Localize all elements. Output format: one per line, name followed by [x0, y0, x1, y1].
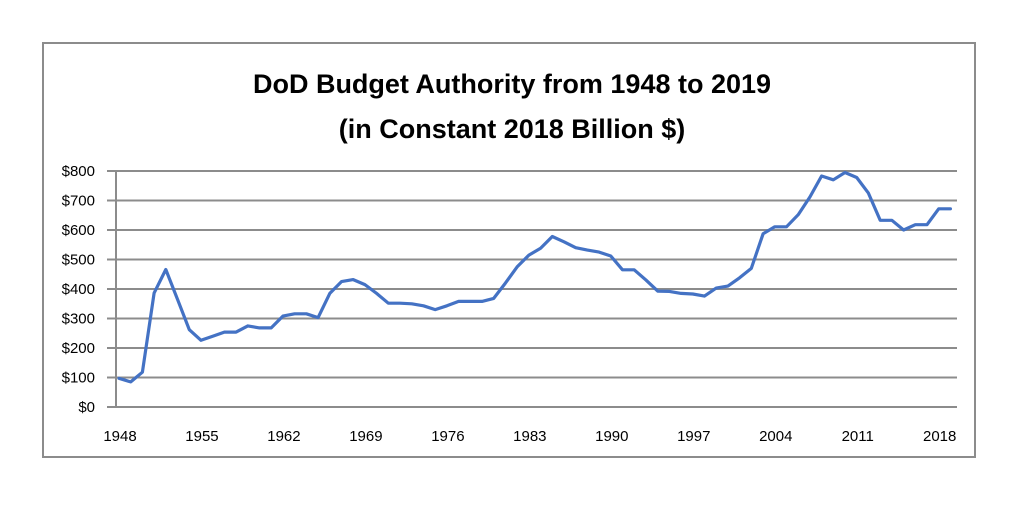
y-axis-tick-labels: $0 $100 $200 $300 $400 $500 $600 $700 $800 — [62, 163, 95, 416]
y-tick-label: $400 — [62, 281, 95, 298]
x-tick-label: 1948 — [103, 428, 136, 445]
chart-title: DoD Budget Authority from 1948 to 2019 — [253, 69, 771, 99]
chart-subtitle: (in Constant 2018 Billion $) — [339, 114, 686, 144]
gridlines — [107, 170, 957, 408]
chart-frame — [42, 42, 976, 458]
y-tick-label: $300 — [62, 311, 95, 328]
x-tick-label: 2004 — [759, 428, 792, 445]
x-tick-label: 1990 — [595, 428, 628, 445]
series-line — [117, 170, 953, 384]
y-tick-label: $500 — [62, 252, 95, 269]
x-tick-label: 2011 — [842, 428, 874, 445]
y-tick-label: $100 — [62, 370, 95, 387]
series-group — [117, 170, 953, 384]
y-tick-label: $0 — [78, 399, 95, 416]
x-tick-label: 1976 — [431, 428, 464, 445]
y-tick-label: $200 — [62, 340, 95, 357]
x-tick-label: 1997 — [677, 428, 710, 445]
x-axis-tick-labels: 1948 1955 1962 1969 1976 1983 1990 1997 2004 2011… — [103, 428, 956, 445]
y-tick-label: $800 — [62, 163, 95, 180]
x-tick-label: 1955 — [185, 428, 218, 445]
y-tick-label: $700 — [62, 193, 95, 210]
x-tick-label: 1983 — [513, 428, 546, 445]
x-tick-label: 2018 — [923, 428, 956, 445]
x-tick-label: 1962 — [267, 428, 300, 445]
x-tick-label: 1969 — [349, 428, 382, 445]
y-tick-label: $600 — [62, 222, 95, 239]
